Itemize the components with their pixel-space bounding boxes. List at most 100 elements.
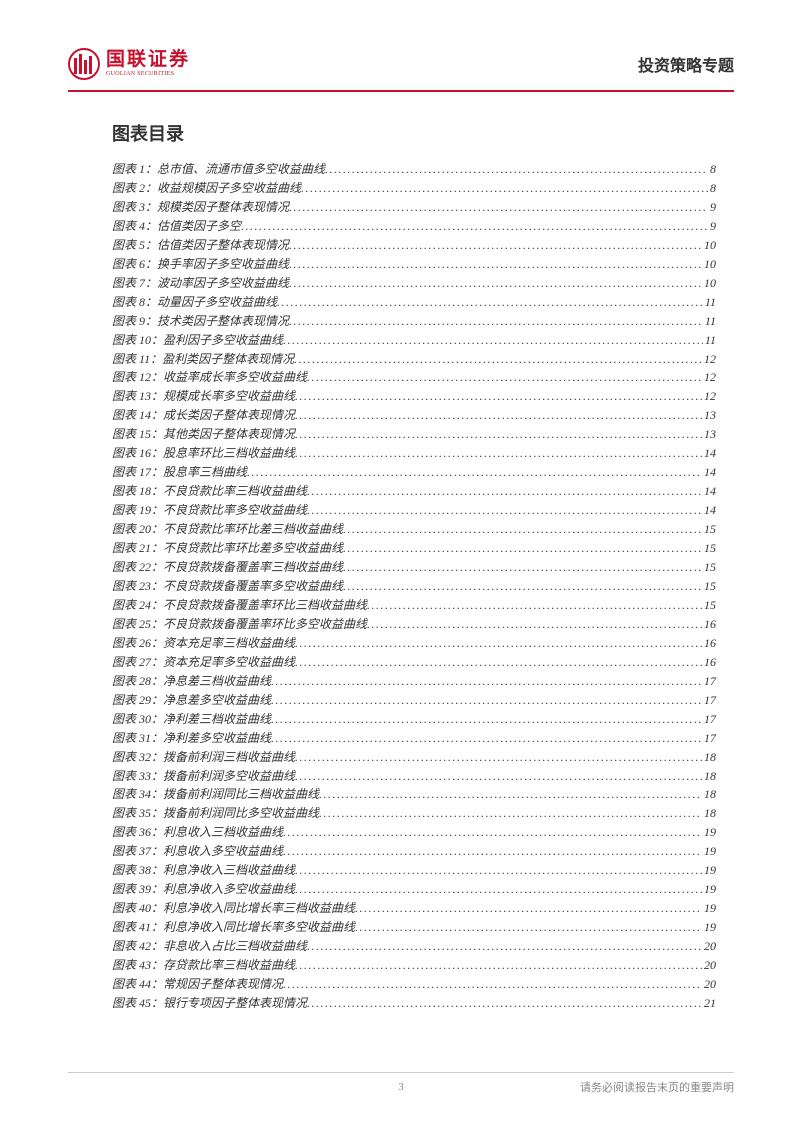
toc-item: 图表 1：总市值、流通市值多空收益曲线8 xyxy=(112,160,716,179)
toc-item-page: 18 xyxy=(702,767,716,786)
toc-dots xyxy=(295,444,702,463)
toc-item-label: 图表 4：估值类因子多空 xyxy=(112,217,241,236)
toc-item-label: 图表 12：收益率成长率多空收益曲线 xyxy=(112,368,307,387)
toc-item: 图表 7：波动率因子多空收益曲线10 xyxy=(112,274,716,293)
toc-item-label: 图表 43：存贷款比率三档收益曲线 xyxy=(112,956,295,975)
toc-dots xyxy=(295,634,702,653)
toc-item-page: 19 xyxy=(702,823,716,842)
toc-item-label: 图表 11：盈利类因子整体表现情况 xyxy=(112,350,294,369)
logo-cn-text: 国联证券 xyxy=(106,50,190,71)
toc-item-label: 图表 9：技术类因子整体表现情况 xyxy=(112,312,289,331)
toc-item-page: 14 xyxy=(702,482,716,501)
toc-dots xyxy=(307,937,702,956)
toc-item-label: 图表 1：总市值、流通市值多空收益曲线 xyxy=(112,160,325,179)
toc-dots xyxy=(247,463,702,482)
toc-item: 图表 27：资本充足率多空收益曲线16 xyxy=(112,653,716,672)
toc-dots xyxy=(355,899,702,918)
toc-item: 图表 25：不良贷款拨备覆盖率环比多空收益曲线16 xyxy=(112,615,716,634)
toc-item: 图表 3：规模类因子整体表现情况 9 xyxy=(112,198,716,217)
toc-item-label: 图表 13：规模成长率多空收益曲线 xyxy=(112,387,295,406)
toc-item-label: 图表 8：动量因子多空收益曲线 xyxy=(112,293,277,312)
toc-item: 图表 21：不良贷款比率环比差多空收益曲线 15 xyxy=(112,539,716,558)
toc-dots xyxy=(283,975,702,994)
toc-item-label: 图表 29：净息差多空收益曲线 xyxy=(112,691,271,710)
toc-item-page: 20 xyxy=(702,956,716,975)
toc-item-page: 19 xyxy=(702,861,716,880)
toc-item-label: 图表 23：不良贷款拨备覆盖率多空收益曲线 xyxy=(112,577,343,596)
toc-dots xyxy=(277,293,703,312)
toc-item: 图表 24：不良贷款拨备覆盖率环比三档收益曲线15 xyxy=(112,596,716,615)
toc-item-page: 20 xyxy=(702,937,716,956)
toc-dots xyxy=(325,160,708,179)
footer-note: 请务必阅读报告末页的重要声明 xyxy=(580,1079,734,1095)
toc-item-page: 16 xyxy=(702,615,716,634)
toc-dots xyxy=(271,691,702,710)
toc-dots xyxy=(367,596,702,615)
toc-item-label: 图表 40：利息净收入同比增长率三档收益曲线 xyxy=(112,899,355,918)
toc-item-page: 11 xyxy=(703,293,716,312)
toc-item-page: 19 xyxy=(702,842,716,861)
toc-dots xyxy=(294,350,702,369)
toc-item: 图表 38：利息净收入三档收益曲线19 xyxy=(112,861,716,880)
toc-item-page: 17 xyxy=(702,691,716,710)
toc-item: 图表 16：股息率环比三档收益曲线14 xyxy=(112,444,716,463)
toc-item: 图表 17：股息率三档曲线14 xyxy=(112,463,716,482)
toc-item: 图表 6：换手率因子多空收益曲线10 xyxy=(112,255,716,274)
toc-item-label: 图表 21：不良贷款比率环比差多空收益曲线 xyxy=(112,539,343,558)
toc-item-page: 10 xyxy=(702,255,716,274)
toc-dots xyxy=(307,994,702,1013)
toc-item: 图表 23：不良贷款拨备覆盖率多空收益曲线15 xyxy=(112,577,716,596)
toc-dots xyxy=(301,179,708,198)
toc-dots xyxy=(271,672,702,691)
toc-item: 图表 4：估值类因子多空9 xyxy=(112,217,716,236)
toc-item-page: 20 xyxy=(702,975,716,994)
toc-item-page: 11 xyxy=(703,312,716,331)
toc-dots xyxy=(289,236,702,255)
toc-dots xyxy=(295,387,702,406)
toc-item-page: 14 xyxy=(702,501,716,520)
toc-item-page: 15 xyxy=(702,539,716,558)
toc-item-label: 图表 10：盈利因子多空收益曲线 xyxy=(112,331,283,350)
toc-item-label: 图表 16：股息率环比三档收益曲线 xyxy=(112,444,295,463)
toc-item-page: 13 xyxy=(702,425,716,444)
toc-dots xyxy=(319,804,702,823)
toc-item-page: 9 xyxy=(708,198,716,217)
toc-dots xyxy=(355,918,702,937)
toc-item-page: 16 xyxy=(702,653,716,672)
toc-item-label: 图表 34：拨备前利润同比三档收益曲线 xyxy=(112,785,319,804)
toc-item-page: 12 xyxy=(702,368,716,387)
toc-dots xyxy=(295,653,702,672)
toc-dots xyxy=(307,501,702,520)
toc-item-page: 17 xyxy=(702,710,716,729)
toc-item: 图表 37：利息收入多空收益曲线19 xyxy=(112,842,716,861)
toc-item-label: 图表 30：净利差三档收益曲线 xyxy=(112,710,271,729)
toc-item-label: 图表 20：不良贷款比率环比差三档收益曲线 xyxy=(112,520,343,539)
toc-item: 图表 2：收益规模因子多空收益曲线8 xyxy=(112,179,716,198)
toc-item: 图表 36：利息收入三档收益曲线19 xyxy=(112,823,716,842)
toc-item: 图表 18：不良贷款比率三档收益曲线14 xyxy=(112,482,716,501)
toc-item: 图表 26：资本充足率三档收益曲线16 xyxy=(112,634,716,653)
toc-item: 图表 13：规模成长率多空收益曲线12 xyxy=(112,387,716,406)
toc-item-label: 图表 5：估值类因子整体表现情况 xyxy=(112,236,289,255)
toc-item-label: 图表 24：不良贷款拨备覆盖率环比三档收益曲线 xyxy=(112,596,367,615)
toc-dots xyxy=(295,425,702,444)
toc-dots xyxy=(367,615,702,634)
toc-dots xyxy=(283,842,702,861)
logo-text: 国联证券 GUOLIAN SECURITIES xyxy=(106,50,190,77)
toc-item: 图表 45：银行专项因子整体表现情况21 xyxy=(112,994,716,1013)
toc-item-page: 16 xyxy=(702,634,716,653)
toc-item-label: 图表 3：规模类因子整体表现情况 xyxy=(112,198,289,217)
toc-item-page: 11 xyxy=(703,331,716,350)
toc-item-label: 图表 35：拨备前利润同比多空收益曲线 xyxy=(112,804,319,823)
toc-item-label: 图表 19：不良贷款比率多空收益曲线 xyxy=(112,501,307,520)
logo-en-text: GUOLIAN SECURITIES xyxy=(106,71,190,78)
toc-item-page: 17 xyxy=(702,672,716,691)
toc-item: 图表 39：利息净收入多空收益曲线19 xyxy=(112,880,716,899)
content-area: 图表目录 图表 1：总市值、流通市值多空收益曲线8图表 2：收益规模因子多空收益… xyxy=(68,120,734,1013)
toc-item-page: 8 xyxy=(708,179,716,198)
toc-item: 图表 20：不良贷款比率环比差三档收益曲线15 xyxy=(112,520,716,539)
toc-item-label: 图表 33：拨备前利润多空收益曲线 xyxy=(112,767,295,786)
toc-dots xyxy=(295,956,702,975)
toc-item: 图表 34：拨备前利润同比三档收益曲线18 xyxy=(112,785,716,804)
toc-dots xyxy=(241,217,708,236)
